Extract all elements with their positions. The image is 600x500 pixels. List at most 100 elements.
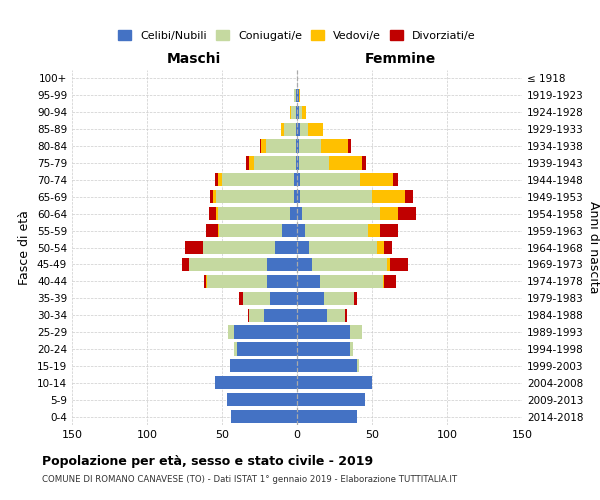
Bar	[243, 292, 270, 305]
Bar	[300, 190, 372, 203]
Bar	[312, 258, 387, 271]
Bar	[209, 207, 216, 220]
Bar	[320, 274, 383, 288]
Bar	[182, 258, 189, 271]
Bar	[299, 106, 302, 119]
Bar	[380, 207, 398, 220]
Bar	[296, 122, 297, 136]
Bar	[377, 241, 384, 254]
Y-axis label: Fasce di età: Fasce di età	[19, 210, 31, 285]
Bar	[219, 224, 282, 237]
Bar	[210, 190, 213, 203]
Bar	[218, 224, 219, 237]
Bar	[215, 174, 218, 186]
Bar	[383, 274, 384, 288]
Bar	[229, 359, 297, 372]
Bar	[294, 190, 297, 203]
Bar	[204, 274, 205, 288]
Bar	[398, 207, 415, 220]
Bar	[308, 122, 323, 136]
Bar	[321, 140, 348, 152]
Bar	[228, 326, 234, 338]
Bar	[234, 326, 297, 338]
Bar	[297, 241, 309, 254]
Text: Maschi: Maschi	[166, 52, 221, 66]
Bar	[405, 190, 413, 203]
Bar	[297, 308, 327, 322]
Bar	[300, 122, 308, 136]
Bar	[249, 308, 264, 322]
Bar	[299, 156, 329, 170]
Bar	[203, 241, 275, 254]
Bar	[260, 140, 261, 152]
Bar	[297, 207, 302, 220]
Bar	[297, 393, 365, 406]
Bar	[380, 224, 398, 237]
Bar	[294, 174, 297, 186]
Bar	[297, 106, 299, 119]
Bar	[300, 174, 360, 186]
Bar	[275, 241, 297, 254]
Text: COMUNE DI ROMANO CANAVESE (TO) - Dati ISTAT 1° gennaio 2019 - Elaborazione TUTTI: COMUNE DI ROMANO CANAVESE (TO) - Dati IS…	[42, 475, 457, 484]
Bar	[372, 190, 405, 203]
Bar	[264, 308, 297, 322]
Bar	[239, 292, 243, 305]
Bar	[227, 393, 297, 406]
Bar	[265, 140, 296, 152]
Bar	[294, 89, 296, 102]
Bar	[345, 308, 347, 322]
Bar	[302, 106, 306, 119]
Bar	[270, 292, 297, 305]
Bar	[248, 308, 249, 322]
Bar	[297, 326, 349, 338]
Bar	[390, 258, 408, 271]
Bar	[246, 156, 249, 170]
Bar	[281, 122, 284, 136]
Bar	[360, 174, 393, 186]
Bar	[367, 224, 380, 237]
Bar	[215, 376, 297, 390]
Bar	[205, 274, 207, 288]
Bar	[297, 190, 300, 203]
Bar	[234, 342, 237, 355]
Bar	[290, 207, 297, 220]
Bar	[290, 106, 291, 119]
Bar	[302, 207, 380, 220]
Bar	[387, 258, 390, 271]
Bar	[324, 292, 354, 305]
Bar	[207, 274, 267, 288]
Bar	[218, 174, 222, 186]
Bar	[231, 410, 297, 423]
Bar	[284, 122, 296, 136]
Bar	[296, 156, 297, 170]
Bar	[297, 274, 320, 288]
Bar	[309, 241, 377, 254]
Bar	[329, 156, 361, 170]
Bar	[297, 258, 312, 271]
Bar	[216, 207, 218, 220]
Bar	[237, 342, 297, 355]
Bar	[297, 122, 300, 136]
Bar	[296, 106, 297, 119]
Y-axis label: Anni di nascita: Anni di nascita	[587, 201, 600, 294]
Bar	[384, 241, 392, 254]
Bar	[299, 89, 300, 102]
Bar	[357, 359, 359, 372]
Bar	[222, 174, 294, 186]
Bar	[216, 190, 294, 203]
Bar	[297, 89, 299, 102]
Bar	[354, 292, 357, 305]
Bar	[349, 326, 361, 338]
Bar	[249, 156, 254, 170]
Bar	[205, 224, 218, 237]
Bar	[218, 207, 290, 220]
Text: Popolazione per età, sesso e stato civile - 2019: Popolazione per età, sesso e stato civil…	[42, 455, 373, 468]
Bar	[213, 190, 216, 203]
Bar	[297, 156, 299, 170]
Bar	[297, 140, 299, 152]
Bar	[361, 156, 366, 170]
Bar	[267, 258, 297, 271]
Text: Femmine: Femmine	[365, 52, 436, 66]
Bar	[327, 308, 345, 322]
Bar	[348, 140, 351, 152]
